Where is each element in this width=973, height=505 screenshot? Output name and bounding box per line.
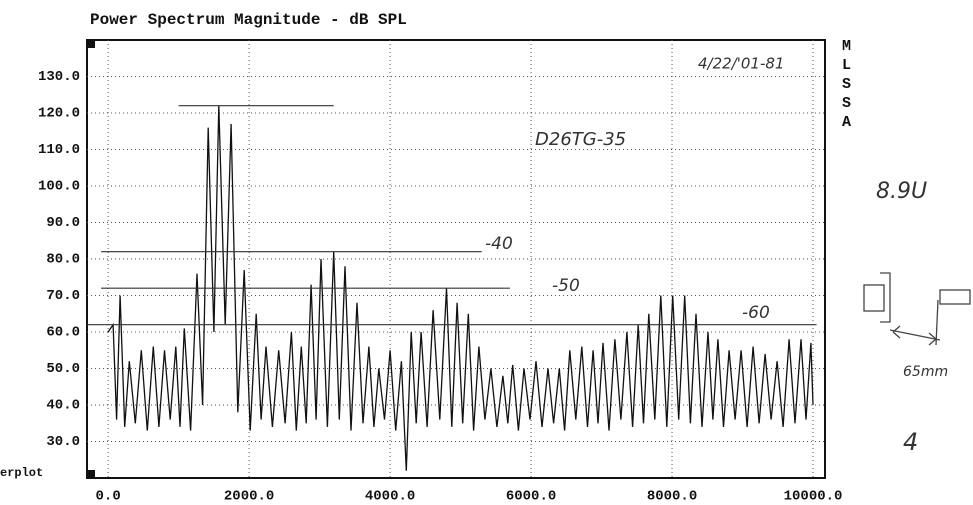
y-tick-label: 120.0 — [38, 106, 80, 122]
x-tick-label: 2000.0 — [224, 489, 274, 505]
handwritten-note: 4 — [903, 428, 918, 456]
handwritten-note: 65mm — [903, 364, 948, 380]
x-tick-label: 8000.0 — [647, 489, 697, 505]
reference-label: -50 — [552, 276, 580, 296]
y-tick-label: 60.0 — [46, 325, 80, 341]
y-tick-label: 80.0 — [46, 252, 80, 268]
y-tick-label: 110.0 — [38, 142, 80, 158]
y-tick-label: 70.0 — [46, 288, 80, 304]
y-tick-label: 30.0 — [46, 434, 80, 450]
x-tick-label: 0.0 — [96, 489, 121, 505]
chart-title: Power Spectrum Magnitude - dB SPL — [90, 11, 407, 29]
y-tick-label: 50.0 — [46, 361, 80, 377]
handwritten-note: 8.9U — [876, 179, 927, 204]
handwritten-note: 4/22/'01-81 — [698, 55, 784, 73]
y-tick-label: 130.0 — [38, 69, 80, 85]
handwritten-note: D26TG-35 — [535, 129, 626, 150]
y-tick-label: 90.0 — [46, 215, 80, 231]
reference-label: -40 — [485, 234, 513, 254]
corner-mark — [87, 470, 95, 478]
corner-mark — [87, 40, 95, 48]
side-label: MLSSA — [838, 38, 855, 133]
reference-label: -60 — [742, 303, 770, 323]
x-tick-label: 10000.0 — [784, 489, 843, 505]
x-tick-label: 4000.0 — [365, 489, 415, 505]
x-tick-label: 6000.0 — [506, 489, 556, 505]
y-tick-label: 40.0 — [46, 398, 80, 414]
y-tick-label: 100.0 — [38, 179, 80, 195]
speaker-sketch — [863, 272, 971, 346]
corner-label: erplot — [0, 466, 43, 480]
